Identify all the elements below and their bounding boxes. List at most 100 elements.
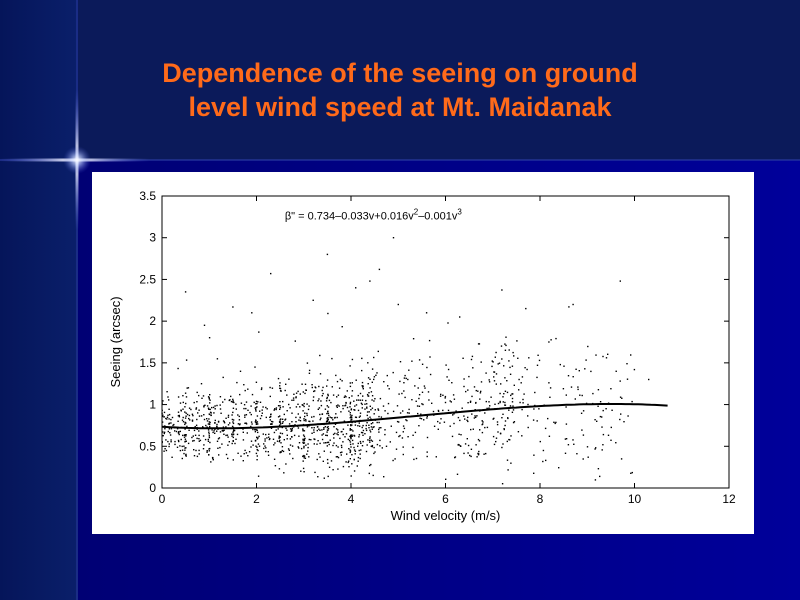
scatter-point (330, 401, 332, 404)
scatter-point (355, 416, 358, 419)
scatter-point (601, 426, 603, 428)
scatter-point (290, 430, 292, 432)
scatter-point (227, 457, 229, 460)
scatter-point (305, 444, 307, 446)
scatter-point (340, 431, 342, 433)
scatter-point (164, 428, 166, 430)
scatter-point (469, 454, 471, 457)
scatter-point (291, 399, 293, 401)
scatter-point (240, 402, 243, 404)
scatter-point (355, 404, 358, 406)
scatter-point (348, 460, 350, 462)
scatter-point (173, 423, 175, 426)
scatter-point (493, 371, 496, 373)
scatter-point (322, 386, 324, 389)
scatter-point (479, 398, 481, 400)
scatter-point (457, 416, 460, 419)
scatter-point (351, 434, 353, 436)
scatter-point (186, 387, 188, 389)
scatter-point (605, 357, 608, 359)
scatter-point (206, 450, 208, 452)
scatter-point (265, 447, 267, 449)
scatter-point (502, 401, 504, 403)
scatter-point (195, 408, 197, 410)
scatter-point (165, 439, 167, 441)
scatter-point (493, 380, 496, 382)
scatter-point (563, 365, 565, 367)
scatter-point (281, 418, 284, 420)
plot-area-frame (161, 195, 730, 489)
scatter-point (275, 408, 277, 411)
scatter-point (299, 406, 301, 408)
scatter-point (273, 409, 275, 411)
scatter-point (521, 408, 523, 411)
scatter-point (504, 401, 506, 404)
scatter-point (285, 383, 287, 385)
scatter-point (474, 415, 476, 417)
scatter-point (567, 375, 570, 377)
scatter-point (245, 401, 248, 403)
scatter-point (209, 408, 211, 411)
scatter-point (395, 448, 398, 450)
scatter-point (442, 409, 444, 412)
scatter-point (223, 421, 225, 423)
scatter-point (302, 430, 304, 432)
scatter-point (411, 360, 413, 362)
scatter-point (369, 441, 371, 443)
scatter-point (209, 399, 211, 401)
scatter-point (518, 389, 520, 391)
scatter-point (414, 385, 416, 387)
scatter-point (423, 419, 425, 421)
scatter-point (284, 419, 286, 421)
scatter-point (555, 337, 557, 340)
scatter-point (357, 409, 360, 412)
scatter-point (385, 445, 388, 447)
scatter-point (383, 476, 385, 478)
scatter-point (260, 415, 263, 417)
scatter-point (327, 462, 329, 464)
scatter-point (256, 406, 258, 408)
scatter-point (298, 447, 300, 449)
scatter-point (308, 456, 310, 458)
y-tick-label: 1 (149, 398, 156, 412)
scatter-point (291, 436, 293, 438)
scatter-point (504, 404, 506, 406)
scatter-point (359, 457, 361, 460)
scatter-point (428, 339, 431, 342)
scatter-point (322, 433, 325, 435)
scatter-point (351, 395, 353, 397)
scatter-point (222, 420, 225, 422)
scatter-point (467, 402, 469, 404)
scatter-point (278, 435, 281, 437)
scatter-point (371, 395, 374, 397)
scatter-point (353, 435, 356, 437)
scatter-point (214, 422, 216, 424)
scatter-point (497, 363, 499, 365)
scatter-point (459, 419, 461, 422)
scatter-point (219, 431, 222, 433)
scatter-point (502, 413, 504, 415)
scatter-point (605, 408, 607, 410)
scatter-point (316, 458, 318, 461)
y-tick-label: 3 (149, 231, 156, 245)
scatter-point (399, 361, 402, 363)
scatter-point (344, 395, 346, 397)
y-tick-label: 0 (149, 481, 156, 495)
scatter-point (268, 433, 270, 435)
scatter-point (336, 456, 339, 458)
scatter-point (233, 429, 235, 431)
scatter-point (574, 398, 576, 400)
scatter-point (209, 402, 211, 404)
scatter-point (292, 457, 294, 460)
scatter-point (163, 411, 166, 414)
scatter-point (280, 418, 282, 420)
scatter-point (254, 421, 257, 423)
scatter-point (165, 417, 167, 420)
scatter-point (491, 365, 493, 368)
scatter-point (504, 343, 506, 345)
scatter-point (477, 454, 480, 456)
scatter-point (191, 413, 194, 415)
scatter-point (224, 398, 226, 401)
scatter-point (245, 423, 248, 425)
scatter-point (305, 418, 307, 421)
